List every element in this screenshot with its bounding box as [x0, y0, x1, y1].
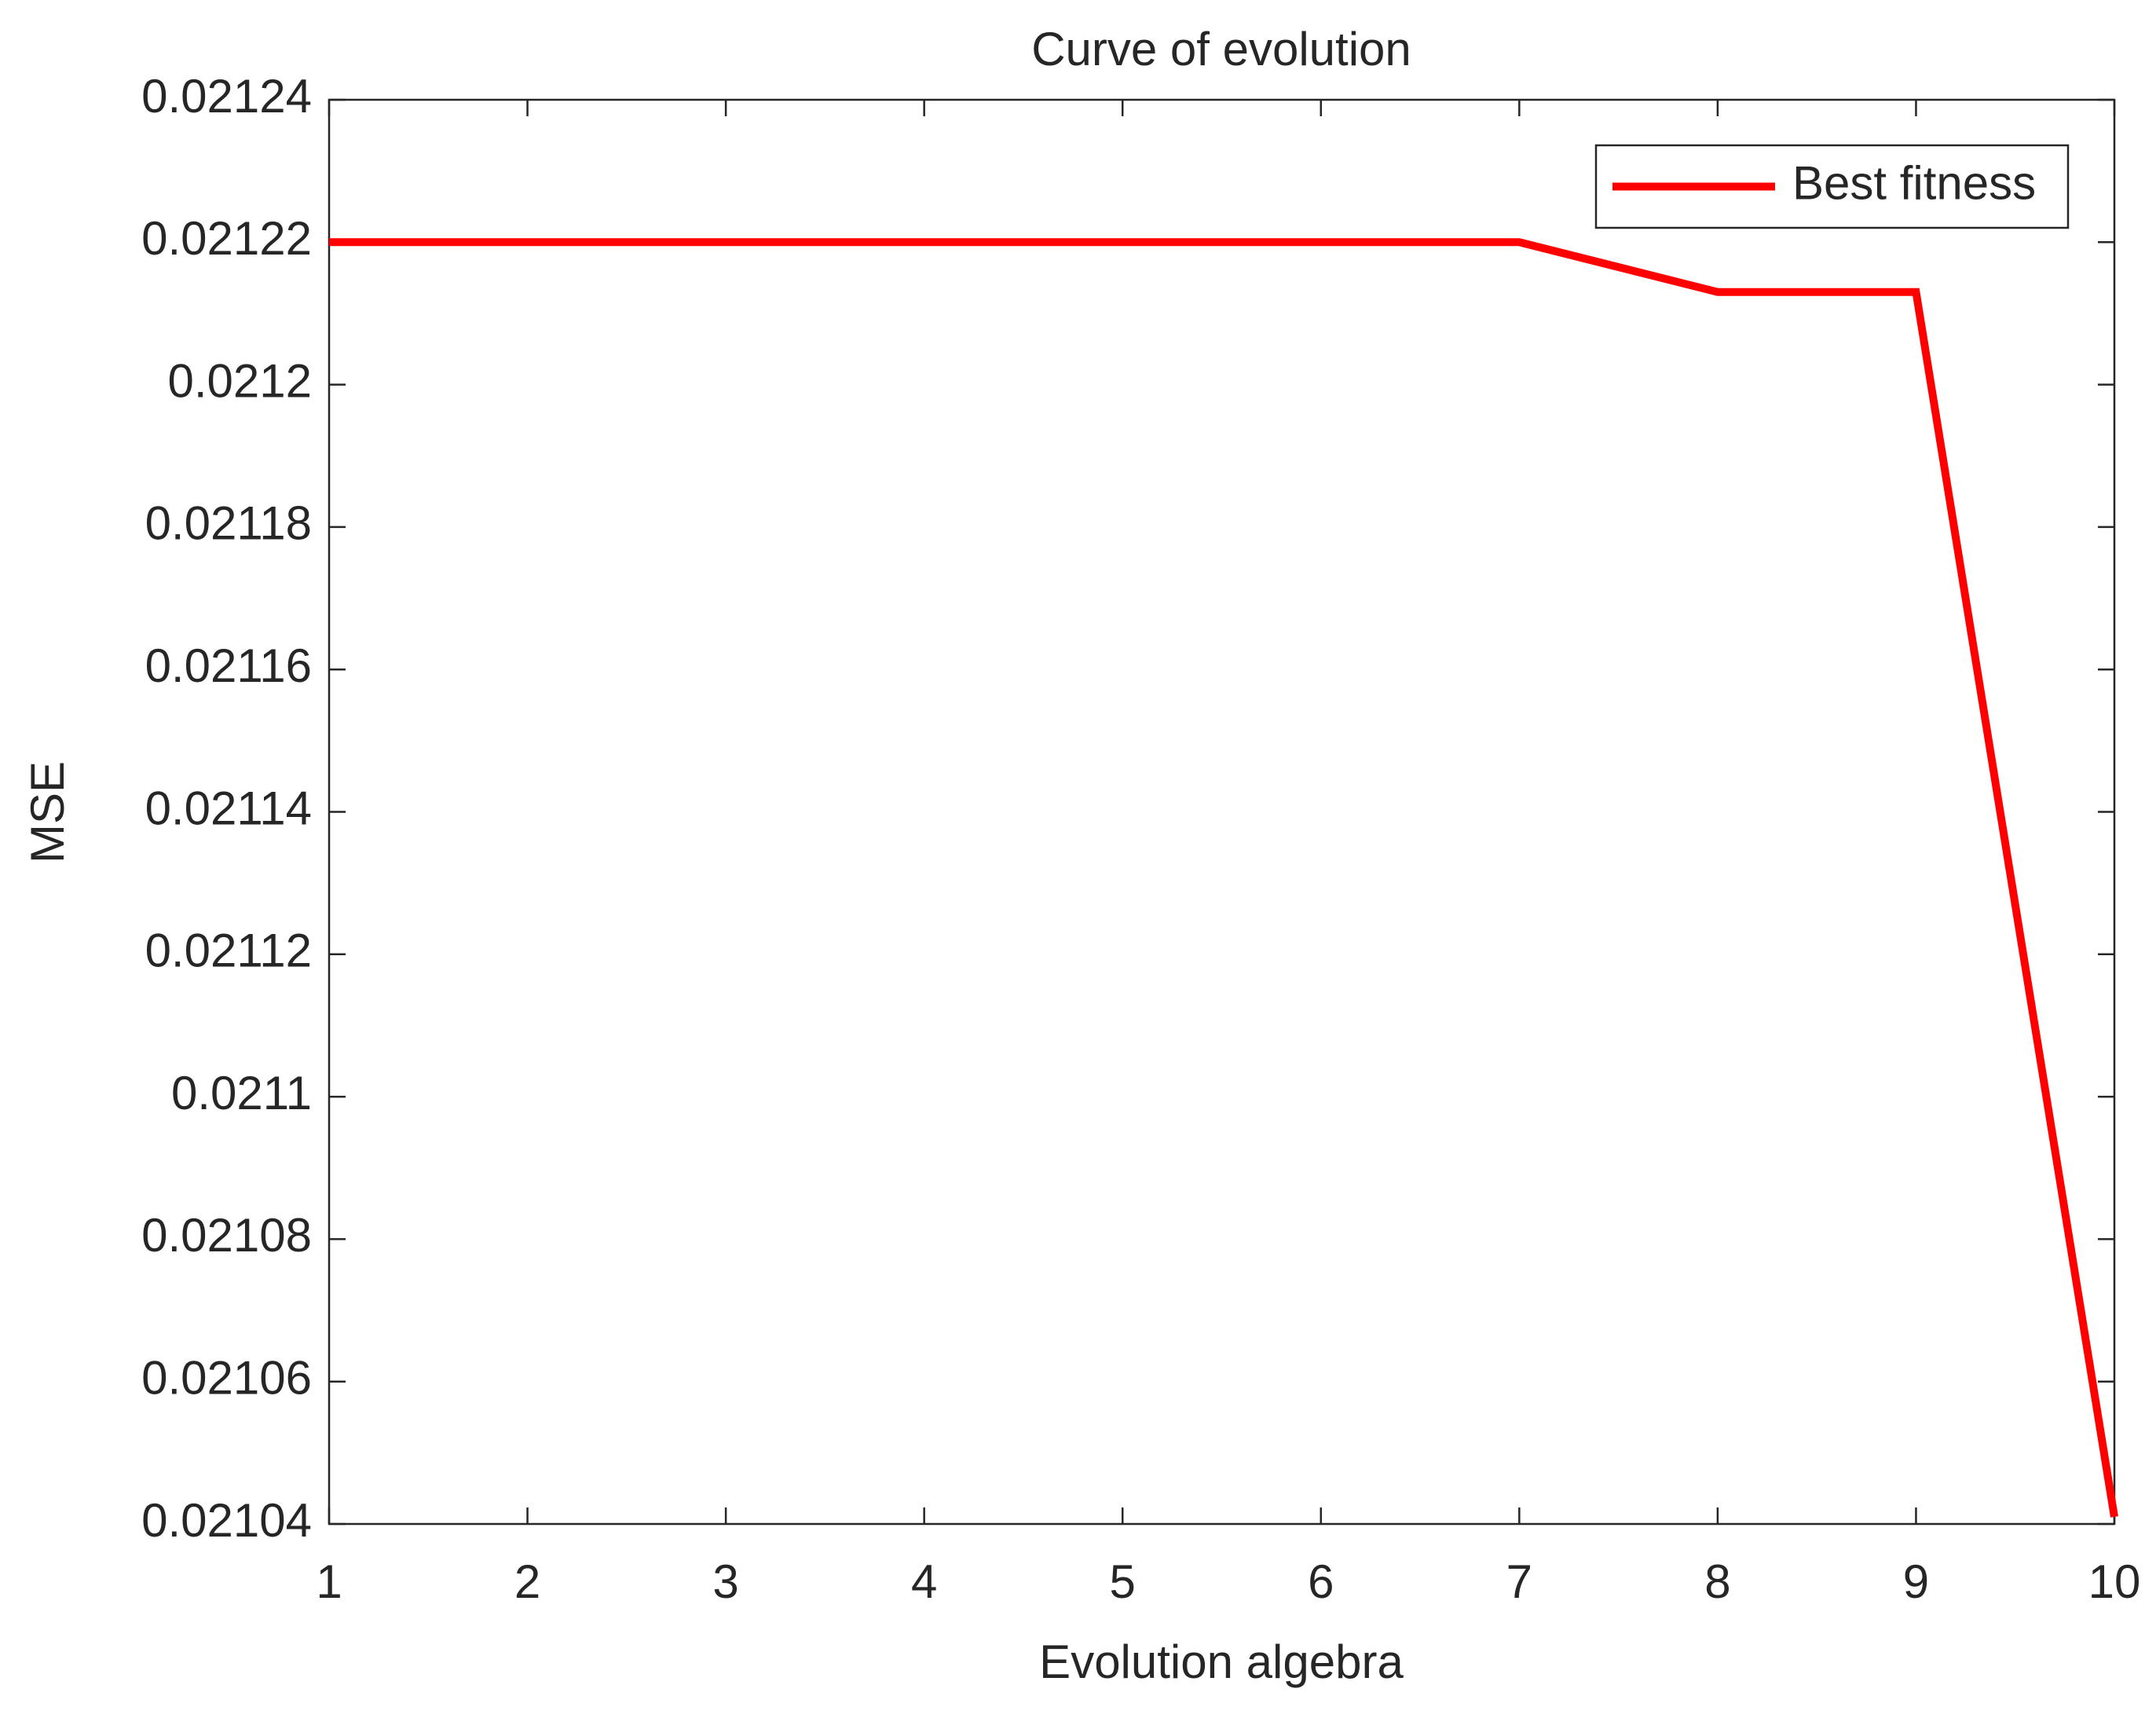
x-tick-label: 4	[911, 1555, 937, 1608]
y-tick-label: 0.0212	[167, 354, 312, 407]
x-tick-label: 5	[1110, 1555, 1136, 1608]
y-tick-label: 0.02108	[141, 1209, 312, 1262]
y-tick-label: 0.02106	[141, 1352, 312, 1405]
y-tick-label: 0.0211	[171, 1067, 312, 1119]
x-tick-label: 9	[1903, 1555, 1929, 1608]
x-axis-label: Evolution algebra	[1039, 1636, 1404, 1688]
x-tick-label: 1	[316, 1555, 342, 1608]
y-tick-label: 0.02124	[141, 70, 312, 123]
x-tick-label: 3	[712, 1555, 738, 1608]
plot-area	[328, 98, 2116, 1526]
x-tick-label: 10	[2088, 1555, 2141, 1608]
y-tick-label: 0.02118	[145, 497, 312, 550]
x-tick-label: 2	[514, 1555, 540, 1608]
y-tick-label: 0.02122	[141, 212, 312, 265]
y-tick-label: 0.02104	[141, 1494, 312, 1547]
x-tick-label: 7	[1506, 1555, 1532, 1608]
legend-box	[1594, 144, 2070, 229]
x-tick-label: 8	[1704, 1555, 1730, 1608]
x-tick-label: 6	[1308, 1555, 1334, 1608]
line-series	[329, 238, 2118, 1518]
chart-title: Curve of evolution	[1031, 23, 1411, 75]
y-axis-label: MSE	[21, 761, 74, 863]
legend-label: Best fitness	[1792, 156, 2036, 209]
y-tick-label: 0.02114	[145, 782, 312, 834]
y-tick-label: 0.02116	[145, 639, 312, 692]
y-tick-label: 0.02112	[145, 925, 312, 977]
